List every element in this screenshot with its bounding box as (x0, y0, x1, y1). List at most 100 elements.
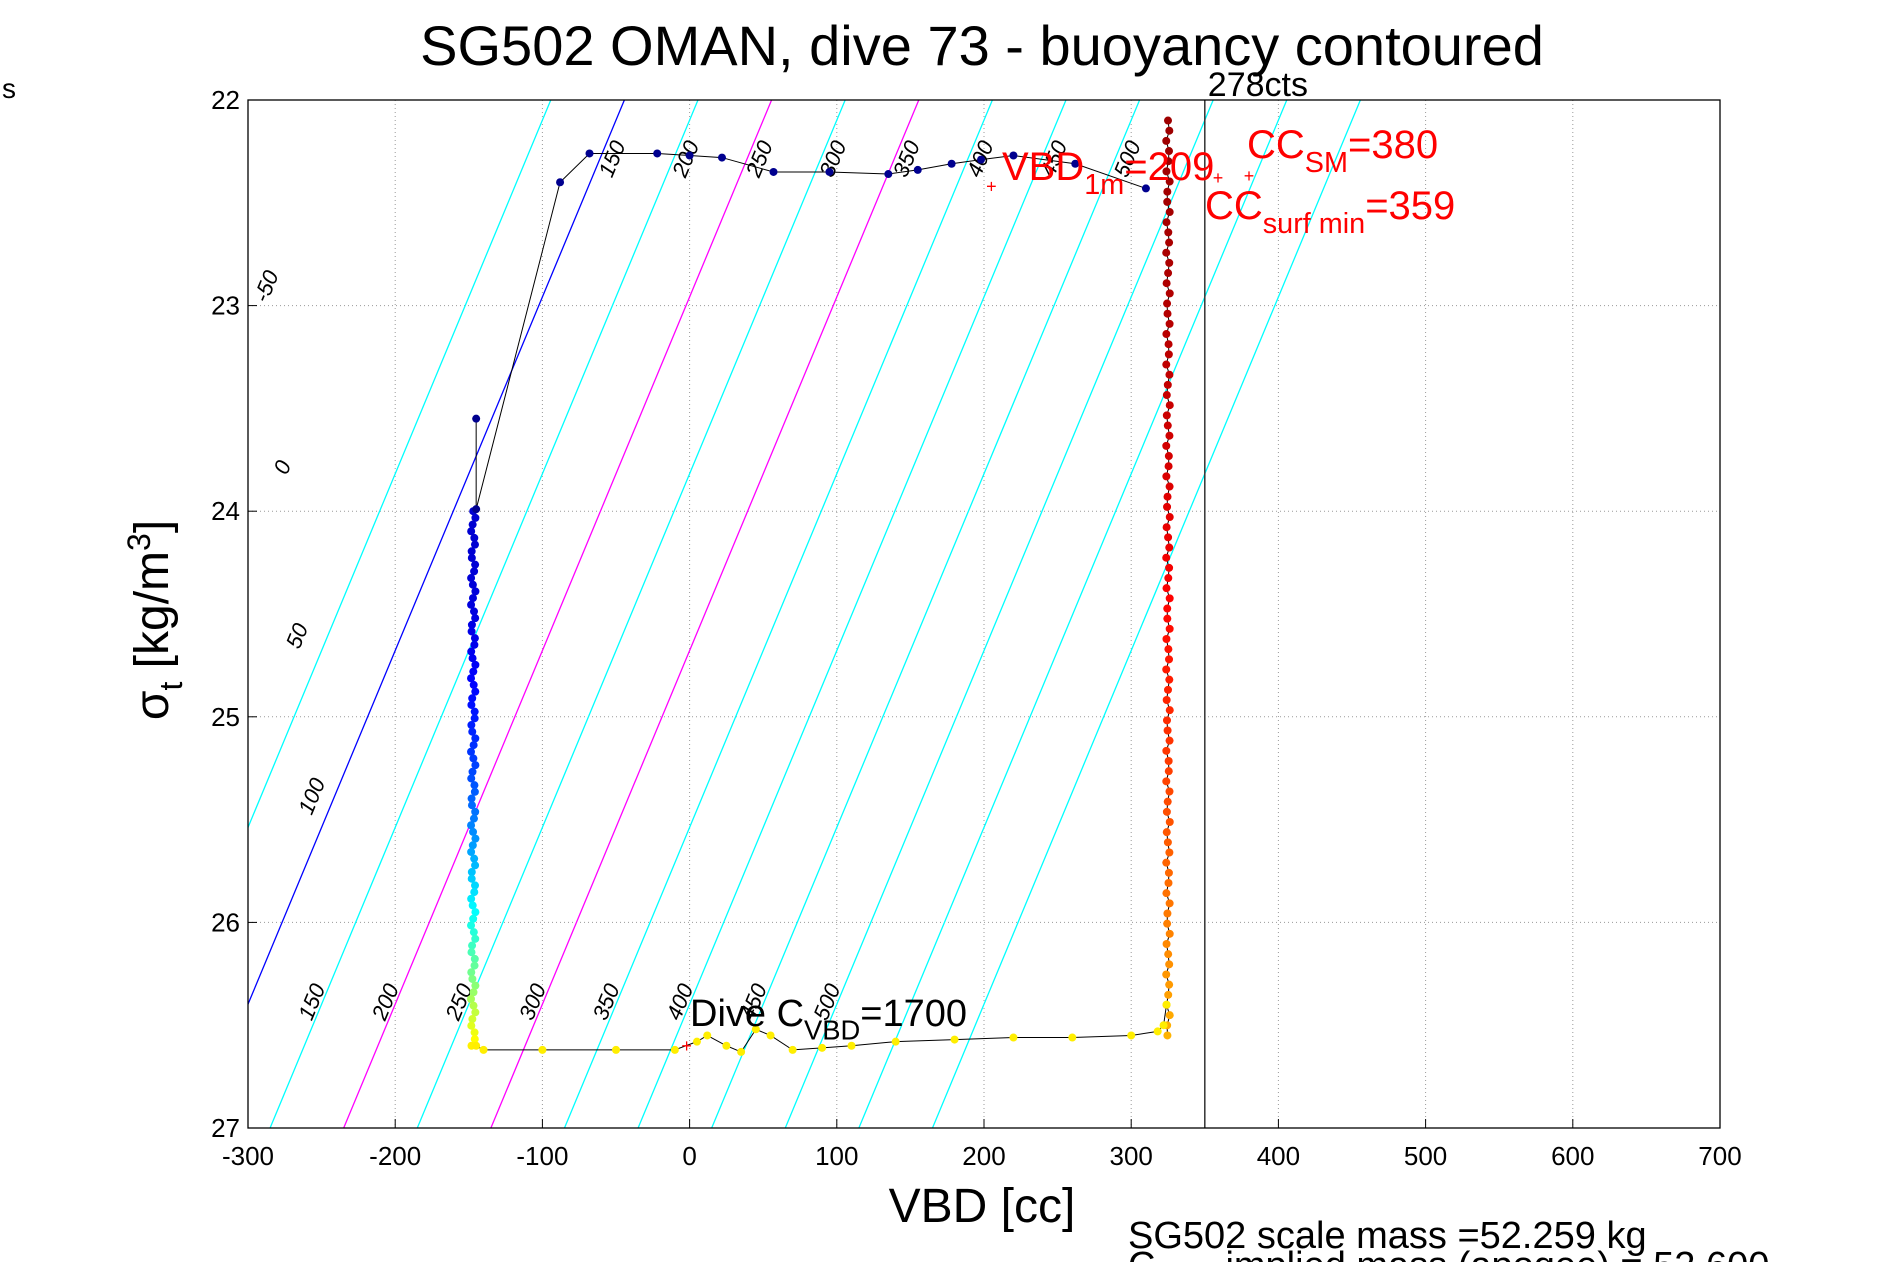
descent-point (471, 861, 480, 870)
ascent-point (1163, 797, 1172, 806)
ascent-point (1164, 350, 1173, 359)
descent-point (467, 794, 476, 803)
descent-point (467, 721, 476, 730)
descent-point (471, 761, 480, 770)
contour-label: 150 (593, 136, 630, 180)
x-tick-label: 0 (682, 1141, 696, 1171)
contour-label: 350 (888, 136, 925, 180)
grid-lines (248, 100, 1720, 1128)
contour-line-450 (858, 100, 1288, 1128)
dive-c-vbd-annotation: Dive CVBD=1700 (690, 993, 967, 1045)
ascent-point (1165, 929, 1174, 938)
descent-point (467, 821, 476, 830)
ascent-point (1162, 136, 1171, 145)
cc-sm-annotation-subscript: SM (1305, 147, 1348, 179)
descent-point (468, 594, 477, 603)
x-tick-label: 400 (1257, 1141, 1300, 1171)
vbd-1m-annotation-subscript: 1m (1084, 169, 1124, 201)
dive-trajectory (467, 100, 1206, 1128)
ascent-point (1165, 899, 1174, 908)
descent-point (470, 634, 479, 643)
ascent-point (1165, 706, 1174, 715)
ascent-point (1165, 960, 1174, 969)
ascent-point (1165, 208, 1174, 217)
y-axis-label-superscript: 3 (121, 533, 157, 551)
top-path-point (472, 414, 481, 423)
ascent-point (1162, 472, 1171, 481)
descent-point (469, 827, 478, 836)
bottom-path-point (847, 1041, 856, 1050)
ascent-point (1165, 238, 1174, 247)
ascent-point (1164, 950, 1173, 959)
ascent-point (1162, 696, 1171, 705)
top-path-point (653, 149, 662, 158)
cc-surf-min-annotation-subscript: surf min (1263, 208, 1365, 240)
descent-point (470, 787, 479, 796)
top-path-point (769, 167, 778, 176)
x-tick-label: -100 (516, 1141, 568, 1171)
descent-point (470, 540, 479, 549)
x-tick-label: 600 (1551, 1141, 1594, 1171)
ascent-point (1164, 462, 1173, 471)
descent-point (468, 727, 477, 736)
ascent-point (1162, 248, 1171, 257)
descent-point (471, 660, 480, 669)
footer-scale-mass: SG502 scale mass =52.259 kg (1128, 1215, 1647, 1257)
plus-marker: + (681, 1036, 692, 1056)
descent-point (467, 574, 476, 583)
descent-point (471, 513, 480, 522)
descent-point (470, 607, 479, 616)
descent-point (469, 914, 478, 923)
descent-point (467, 894, 476, 903)
descent-point (467, 627, 476, 636)
ascent-point (1163, 197, 1172, 206)
descent-point (471, 687, 480, 696)
top-path-point (556, 178, 565, 187)
contour-label: 300 (814, 136, 851, 180)
contour-line-400 (784, 100, 1214, 1128)
top-path-point (825, 167, 834, 176)
bottom-path-point (1127, 1031, 1136, 1040)
ascent-point (1165, 543, 1174, 552)
ascent-point (1163, 492, 1172, 501)
ascent-point (1163, 614, 1172, 623)
contour-label: -50 (248, 266, 284, 306)
x-tick-label: 100 (815, 1141, 858, 1171)
top-path-point (913, 165, 922, 174)
descent-point (468, 941, 477, 950)
ascent-point (1162, 523, 1171, 532)
ascent-point (1163, 909, 1172, 918)
descent-point (467, 747, 476, 756)
contour-line--50 (248, 100, 552, 830)
contour-label: 200 (366, 979, 404, 1024)
bottom-path-point (1068, 1033, 1077, 1042)
descent-point (467, 600, 476, 609)
top-path-point (884, 170, 893, 179)
ascent-point (1165, 126, 1174, 135)
contour-label: 300 (514, 979, 551, 1023)
ascent-point (1164, 340, 1173, 349)
y-tick-label: 27 (211, 1113, 240, 1143)
x-tick-label: 300 (1110, 1141, 1153, 1171)
y-tick-label: 24 (211, 496, 240, 526)
bottom-path-point (1162, 1000, 1171, 1009)
ascent-point (1164, 645, 1173, 654)
y-tick-label: 23 (211, 291, 240, 321)
descent-point (467, 527, 476, 536)
bottom-path-point (737, 1047, 746, 1056)
ascent-point (1165, 513, 1174, 522)
descent-point (471, 934, 480, 943)
top-path-point (1141, 184, 1150, 193)
bottom-path-point (751, 1025, 760, 1034)
y-axis-label-units: [kg/m (126, 551, 179, 682)
ascent-point (1163, 604, 1172, 613)
ascent-point (1162, 584, 1171, 593)
contour-line-250 (563, 100, 993, 1128)
top-path-point (472, 505, 481, 514)
descent-point (468, 767, 477, 776)
top-path-point (685, 151, 694, 160)
bottom-path-point (472, 1041, 481, 1050)
bottom-path-point (479, 1045, 488, 1054)
